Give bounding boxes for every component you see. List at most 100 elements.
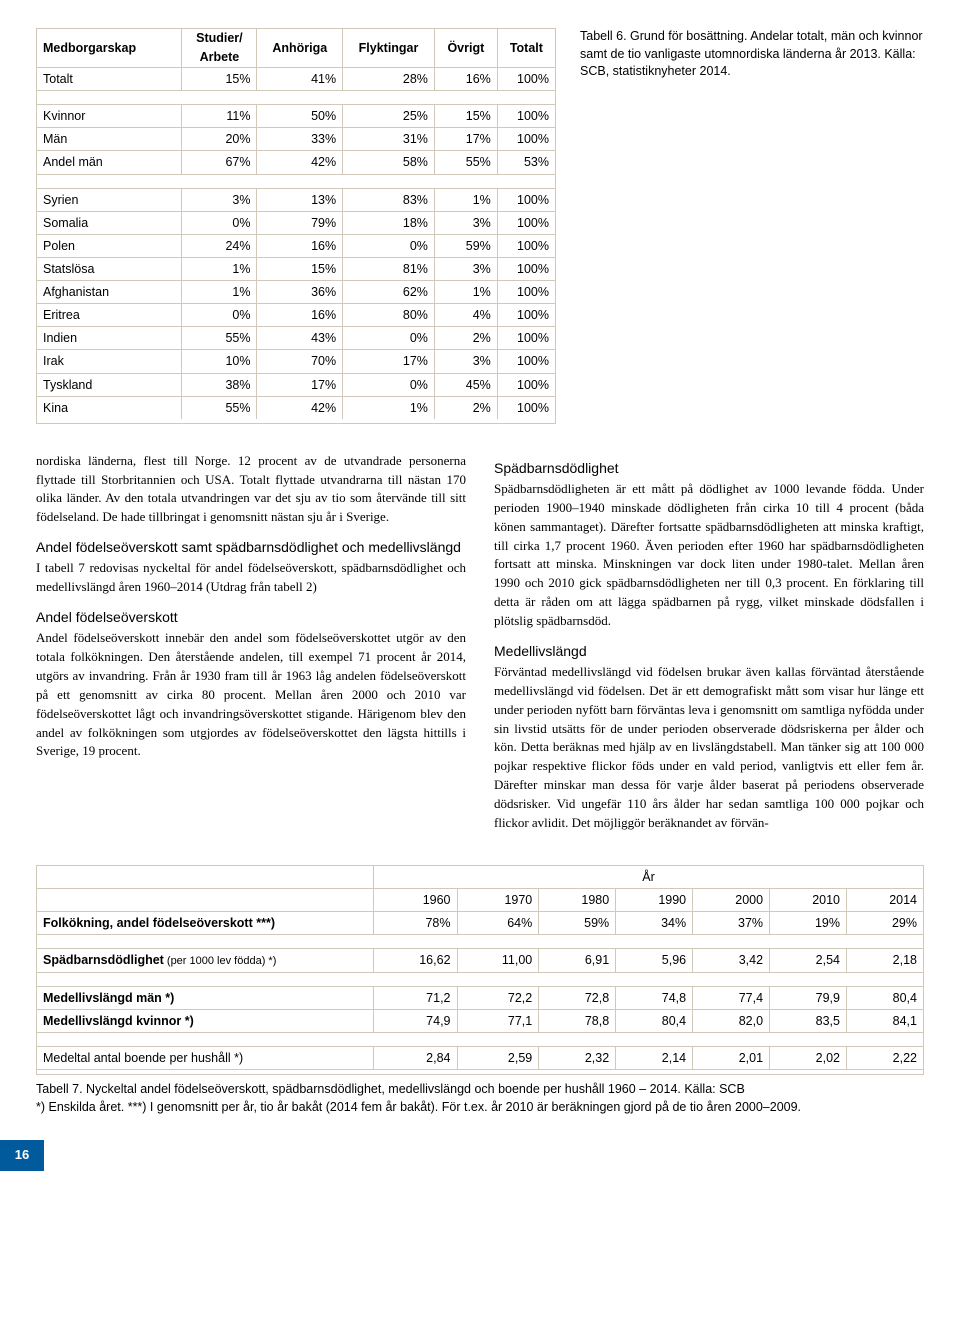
table-cell: 72,8 (539, 987, 616, 1010)
table-cell: 74,8 (616, 987, 693, 1010)
table-cell: 2,59 (457, 1047, 539, 1070)
table-cell: 1% (343, 396, 435, 419)
table-cell: 17% (434, 128, 497, 151)
table-cell: 67% (182, 151, 257, 174)
table-cell: 2,14 (616, 1047, 693, 1070)
table-cell: 79,9 (770, 987, 847, 1010)
table-cell: 20% (182, 128, 257, 151)
right-p2: Förväntad medellivslängd vid födelsen br… (494, 663, 924, 833)
table-cell: 100% (497, 211, 555, 234)
table-cell: 100% (497, 128, 555, 151)
table-cell: 10% (182, 350, 257, 373)
right-h2: Medellivslängd (494, 641, 924, 661)
table-cell: 100% (497, 327, 555, 350)
table-cell: 58% (343, 151, 435, 174)
right-h1: Spädbarnsdödlighet (494, 458, 924, 478)
table-cell: 82,0 (693, 1010, 770, 1033)
t2-year: 1990 (616, 888, 693, 911)
table-cell: 2,18 (847, 949, 924, 973)
table-cell: 70% (257, 350, 343, 373)
table-cell: 2,54 (770, 949, 847, 973)
table-cell: 100% (497, 105, 555, 128)
right-p1: Spädbarnsdödligheten är ett mått på dödl… (494, 480, 924, 631)
table-key-figures: År 1960197019801990200020102014 Folkökni… (36, 865, 924, 1076)
table-cell: 19% (770, 911, 847, 934)
table-cell: 100% (497, 373, 555, 396)
table-row-label: Medellivslängd kvinnor *) (37, 1010, 374, 1033)
table-row-label: Eritrea (37, 304, 182, 327)
table-cell: 2,02 (770, 1047, 847, 1070)
body-left-column: nordiska länderna, flest till Norge. 12 … (36, 452, 466, 843)
table-row-label: Indien (37, 327, 182, 350)
table-cell: 2% (434, 327, 497, 350)
table-cell: 1% (434, 188, 497, 211)
left-p2: I tabell 7 redovisas nyckeltal för andel… (36, 559, 466, 597)
table-cell: 74,9 (374, 1010, 457, 1033)
table-cell: 2,22 (847, 1047, 924, 1070)
table-row-label: Irak (37, 350, 182, 373)
t2-year: 1970 (457, 888, 539, 911)
table-cell: 0% (182, 304, 257, 327)
table-cell: 38% (182, 373, 257, 396)
table-cell: 11% (182, 105, 257, 128)
table-cell: 17% (257, 373, 343, 396)
table-cell: 2% (434, 396, 497, 419)
page-number: 16 (0, 1140, 44, 1171)
table-cell: 6,91 (539, 949, 616, 973)
table-citizenship: Medborgarskap Studier/ Anhöriga Flykting… (36, 28, 556, 424)
table-cell: 13% (257, 188, 343, 211)
table-cell: 3% (182, 188, 257, 211)
table-cell: 11,00 (457, 949, 539, 973)
table-cell: 31% (343, 128, 435, 151)
table-cell: 18% (343, 211, 435, 234)
table-cell: 1% (182, 257, 257, 280)
table-cell: 53% (497, 151, 555, 174)
table-cell: 33% (257, 128, 343, 151)
table-cell: 55% (182, 396, 257, 419)
table-cell: 5,96 (616, 949, 693, 973)
table-cell: 100% (497, 304, 555, 327)
table-cell: 42% (257, 151, 343, 174)
t1-section3: Syrien3%13%83%1%100%Somalia0%79%18%3%100… (37, 188, 556, 419)
table-cell: 100% (497, 234, 555, 257)
table-row-label: Spädbarnsdödlighet (per 1000 lev födda) … (37, 949, 374, 973)
t1-h-col3: Anhöriga (257, 29, 343, 68)
caption2b: *) Enskilda året. ***) I genomsnitt per … (36, 1100, 801, 1114)
table-cell: 3% (434, 211, 497, 234)
table-cell: 100% (497, 188, 555, 211)
table-row-label: Statslösa (37, 257, 182, 280)
table-row-label: Polen (37, 234, 182, 257)
table-cell: 3% (434, 350, 497, 373)
table-row-label: Afghanistan (37, 281, 182, 304)
left-p1: nordiska länderna, flest till Norge. 12 … (36, 452, 466, 527)
table-row-label: Medellivslängd män *) (37, 987, 374, 1010)
table-cell: 3% (434, 257, 497, 280)
t1-h-col5: Övrigt (434, 29, 497, 68)
table-cell: 55% (182, 327, 257, 350)
table-row-label: Kvinnor (37, 105, 182, 128)
left-p3: Andel födelseöverskott innebär den andel… (36, 629, 466, 761)
table-cell: 100% (497, 396, 555, 419)
caption2a: Tabell 7. Nyckeltal andel födelseöversko… (36, 1082, 745, 1096)
table-cell: 100% (497, 68, 555, 91)
table-cell: 78,8 (539, 1010, 616, 1033)
table-row-label: Män (37, 128, 182, 151)
table-cell: 37% (693, 911, 770, 934)
t2-year: 2010 (770, 888, 847, 911)
table-cell: 41% (257, 68, 343, 91)
t1-h-col4: Flyktingar (343, 29, 435, 68)
table-cell: 71,2 (374, 987, 457, 1010)
table-row-label: Syrien (37, 188, 182, 211)
table-cell: 77,4 (693, 987, 770, 1010)
table-cell: 59% (434, 234, 497, 257)
table-row-label: Andel män (37, 151, 182, 174)
left-h1: Andel födelseöverskott samt spädbarnsdöd… (36, 537, 466, 557)
table-cell: 62% (343, 281, 435, 304)
table-cell: 80,4 (616, 1010, 693, 1033)
table-cell: 83,5 (770, 1010, 847, 1033)
table-cell: 3,42 (693, 949, 770, 973)
t2-year: 2000 (693, 888, 770, 911)
table-cell: 100% (497, 350, 555, 373)
t1-h-col2a: Studier/ (182, 29, 257, 49)
table-cell: 43% (257, 327, 343, 350)
